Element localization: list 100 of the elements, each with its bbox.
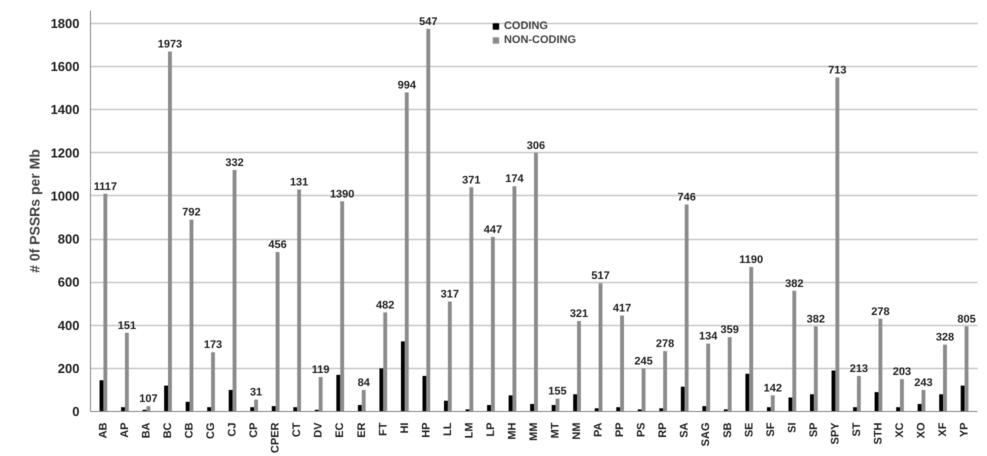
annotation: 382 <box>806 313 825 326</box>
x-tick-label: FT <box>377 422 390 436</box>
x-tick-label: ST <box>850 422 863 437</box>
bar <box>121 407 125 412</box>
annotation: 278 <box>656 338 674 350</box>
annotation: 1973 <box>158 38 182 50</box>
y-tick-label: 1400 <box>50 102 80 118</box>
annotation: 306 <box>526 140 546 152</box>
bar <box>874 392 878 412</box>
bar <box>810 394 814 412</box>
annotation: 332 <box>225 157 244 170</box>
x-tick-label: SF <box>764 422 777 437</box>
bar <box>487 405 491 412</box>
annotation: 142 <box>764 382 782 394</box>
annotation: 151 <box>118 320 136 332</box>
x-tick-label: SB <box>722 422 734 438</box>
y-tick-label: 1600 <box>50 59 80 74</box>
annotation: 746 <box>677 192 696 204</box>
annotation: 84 <box>358 376 371 389</box>
y-tick-label: 1200 <box>50 145 80 160</box>
bar <box>918 404 922 412</box>
x-tick-label: BC <box>162 422 174 438</box>
annotation: 517 <box>591 270 610 282</box>
x-tick-label: SPY <box>829 422 842 445</box>
x-tick-label: CJ <box>226 422 239 437</box>
annotation: 382 <box>785 278 804 290</box>
annotation: 213 <box>850 362 868 375</box>
bar <box>896 407 900 412</box>
x-tick-label: CPER <box>270 422 282 454</box>
x-tick-label: SAG <box>700 422 712 446</box>
annotation: 119 <box>312 364 330 376</box>
x-tick-label: PS <box>636 422 648 438</box>
x-tick-label: XC <box>894 422 906 438</box>
x-tick-label: LL <box>442 422 454 436</box>
annotation: 31 <box>250 386 262 399</box>
annotation: 203 <box>892 366 912 378</box>
x-tick-label: MM <box>528 422 540 441</box>
x-tick-label: EC <box>334 422 346 438</box>
x-tick-label: MT <box>550 422 562 438</box>
annotation: 1390 <box>330 188 354 200</box>
annotation: 359 <box>720 324 739 336</box>
x-tick-label: HI <box>398 422 411 434</box>
bar <box>960 386 965 412</box>
bar <box>379 368 384 412</box>
annotation: 713 <box>828 64 847 76</box>
bar <box>422 376 426 412</box>
bar <box>400 341 405 412</box>
x-tick-label: DV <box>312 422 325 438</box>
bar <box>228 390 233 412</box>
x-tick-label: LP <box>484 422 497 437</box>
bar <box>853 407 857 412</box>
bar <box>186 402 190 412</box>
annotation: 155 <box>548 386 567 398</box>
x-tick-label: CG <box>205 422 218 439</box>
annotation: 107 <box>139 393 158 406</box>
bar <box>530 404 534 412</box>
annotation: 278 <box>871 306 890 318</box>
bar <box>207 407 212 412</box>
x-tick-label: PA <box>592 422 605 437</box>
bar <box>100 380 104 412</box>
x-tick-label: STH <box>872 422 884 444</box>
x-tick-label: MH <box>506 422 518 440</box>
annotation: 447 <box>484 224 502 236</box>
y-tick-label: 0 <box>72 404 80 419</box>
x-tick-label: CB <box>184 422 196 438</box>
annotation: 134 <box>698 330 718 343</box>
bar <box>508 395 512 412</box>
annotation: 317 <box>440 288 460 301</box>
y-axis-title: # 0f PSSRs per Mb <box>26 149 43 273</box>
y-tick-label: 400 <box>58 318 80 333</box>
legend-label: CODING <box>504 20 548 32</box>
bar <box>766 407 771 412</box>
bar <box>552 405 556 412</box>
bar <box>616 407 620 412</box>
bar <box>358 405 362 412</box>
x-tick-label: AB <box>97 422 110 438</box>
annotation: 245 <box>634 355 653 368</box>
x-tick-label: SA <box>678 422 691 438</box>
annotation: 1190 <box>739 254 764 266</box>
annotation: 482 <box>376 299 394 312</box>
annotation: 174 <box>505 173 524 186</box>
bar <box>939 394 944 412</box>
bar <box>788 397 792 412</box>
annotation: 371 <box>462 174 481 186</box>
annotation: 805 <box>957 313 976 326</box>
annotation: 321 <box>570 308 588 320</box>
bar <box>164 386 168 412</box>
x-tick-label: SP <box>808 422 820 438</box>
legend-label: NON-CODING <box>504 34 576 46</box>
annotation: 792 <box>182 206 201 219</box>
annotation: 547 <box>419 16 438 28</box>
bar <box>444 400 448 412</box>
annotation: 417 <box>612 302 632 315</box>
y-tick-label: 1000 <box>50 188 80 204</box>
x-tick-label: SI <box>786 422 798 433</box>
annotation: 456 <box>268 238 287 251</box>
annotation: 131 <box>290 176 308 188</box>
x-tick-label: NM <box>571 422 584 440</box>
bar <box>832 370 836 412</box>
bar <box>573 394 578 412</box>
